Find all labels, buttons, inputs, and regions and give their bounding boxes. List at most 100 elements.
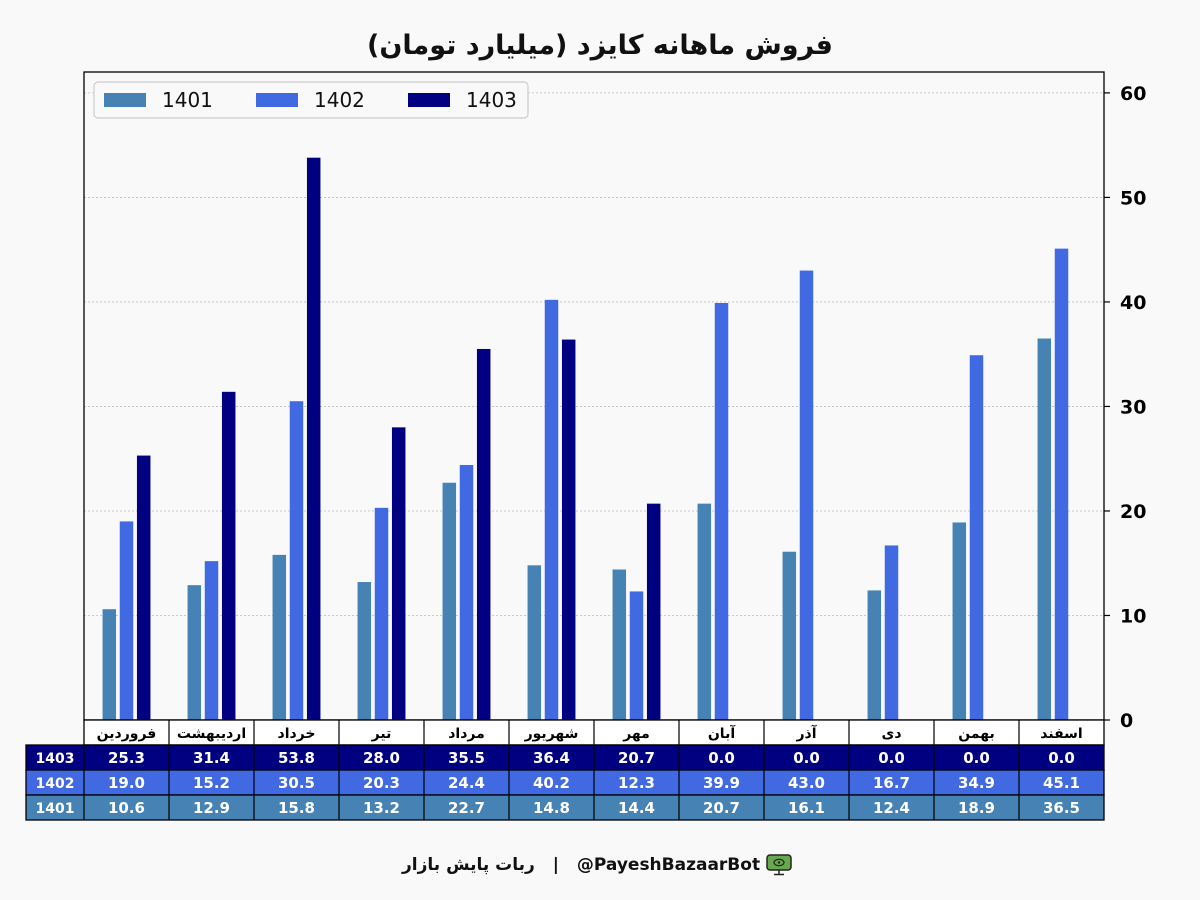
y-tick-label: 60 (1120, 83, 1146, 105)
table-category-label: فروردین (97, 726, 157, 742)
bar-1401-3 (357, 582, 372, 720)
bar-1401-7 (697, 503, 712, 720)
bar-1402-2 (289, 401, 304, 720)
table-value-1402-3: 20.3 (363, 774, 400, 792)
table-category-label: خرداد (278, 726, 316, 742)
bar-1402-9 (884, 545, 899, 720)
y-tick-label: 40 (1120, 292, 1146, 314)
bar-1401-0 (102, 609, 117, 720)
table-value-1403-8: 0.0 (793, 749, 820, 767)
table-category-label: مرداد (448, 726, 485, 742)
table-value-1402-2: 30.5 (278, 774, 315, 792)
table-value-1402-4: 24.4 (448, 774, 485, 792)
table-value-1402-6: 12.3 (618, 774, 655, 792)
bar-1402-8 (799, 270, 814, 720)
bar-1403-6 (646, 503, 661, 720)
legend-swatch-1402 (256, 93, 298, 107)
bar-1401-6 (612, 569, 627, 720)
legend-label-1401: 1401 (162, 88, 213, 112)
bar-1402-5 (544, 299, 559, 720)
footer-handle[interactable]: @PayeshBazaarBot (576, 855, 761, 875)
table-value-1403-5: 36.4 (533, 749, 570, 767)
table-value-1403-4: 35.5 (448, 749, 485, 767)
table-value-1402-11: 45.1 (1043, 774, 1080, 792)
table-category-label: اسفند (1040, 726, 1082, 742)
bar-1402-10 (969, 355, 984, 720)
table-value-1403-6: 20.7 (618, 749, 655, 767)
table-category-label: شهریور (524, 726, 579, 742)
bar-1402-11 (1054, 248, 1069, 720)
table-category-label: بهمن (958, 726, 994, 742)
table-value-1403-10: 0.0 (963, 749, 990, 767)
bar-1401-9 (867, 590, 882, 720)
robot-monitor-icon (766, 854, 792, 876)
chart-title: فروش ماهانه کایزد (میلیارد تومان) (367, 30, 833, 61)
table-category-label: دی (881, 726, 901, 742)
table-row-1403 (25, 744, 1105, 771)
bar-1402-0 (119, 521, 134, 720)
y-tick-label: 30 (1120, 396, 1146, 418)
plot-background (84, 72, 1104, 720)
bar-1401-5 (527, 565, 542, 720)
table-value-1401-10: 18.9 (958, 799, 995, 817)
table-value-1402-8: 43.0 (788, 774, 825, 792)
table-value-1403-1: 31.4 (193, 749, 230, 767)
bar-1402-4 (459, 464, 474, 720)
bar-1402-6 (629, 591, 644, 720)
bar-1402-3 (374, 507, 389, 720)
legend-label-1403: 1403 (466, 88, 517, 112)
table-value-1401-5: 14.8 (533, 799, 570, 817)
table-value-1401-8: 16.1 (788, 799, 825, 817)
table-category-label: اردیبهشت (177, 726, 246, 742)
footer-separator: | (552, 855, 559, 875)
table-value-1403-3: 28.0 (363, 749, 400, 767)
bar-1401-11 (1037, 338, 1052, 720)
table-value-1401-2: 15.8 (278, 799, 315, 817)
table-value-1401-0: 10.6 (108, 799, 145, 817)
bar-1401-2 (272, 554, 287, 720)
bar-1401-1 (187, 585, 202, 720)
legend-swatch-1401 (104, 93, 146, 107)
table-value-1401-11: 36.5 (1043, 799, 1080, 817)
table-value-1402-0: 19.0 (108, 774, 145, 792)
bar-1401-8 (782, 551, 797, 720)
table-value-1401-3: 13.2 (363, 799, 400, 817)
table-value-1401-1: 12.9 (193, 799, 230, 817)
footer: ربات پایش بازار | @PayeshBazaarBot (0, 854, 1200, 876)
table-value-1402-10: 34.9 (958, 774, 995, 792)
bar-1403-3 (391, 427, 406, 720)
table-value-1403-11: 0.0 (1048, 749, 1075, 767)
table-value-1401-6: 14.4 (618, 799, 655, 817)
table-value-1402-7: 39.9 (703, 774, 740, 792)
table-row-1401 (25, 794, 1105, 821)
y-tick-label: 10 (1120, 605, 1146, 627)
table-value-1403-0: 25.3 (108, 749, 145, 767)
table-value-1403-7: 0.0 (708, 749, 735, 767)
table-category-label: آبان (708, 724, 736, 742)
footer-brand: ربات پایش بازار (401, 855, 535, 875)
table-category-label: آذر (795, 724, 817, 742)
table-value-1401-7: 20.7 (703, 799, 740, 817)
legend-label-1402: 1402 (314, 88, 365, 112)
table-value-1403-2: 53.8 (278, 749, 315, 767)
y-tick-label: 50 (1120, 187, 1146, 209)
bar-1402-7 (714, 302, 729, 720)
table-value-1402-5: 40.2 (533, 774, 570, 792)
table-value-1401-4: 22.7 (448, 799, 485, 817)
table-value-1402-9: 16.7 (873, 774, 910, 792)
bar-1403-5 (561, 339, 576, 720)
table-value-1402-1: 15.2 (193, 774, 230, 792)
table-value-1403-9: 0.0 (878, 749, 905, 767)
table-value-1401-9: 12.4 (873, 799, 910, 817)
bar-1401-4 (442, 482, 457, 720)
bar-1403-4 (476, 348, 491, 720)
table-row-label: 1401 (36, 801, 75, 817)
bar-1403-1 (221, 391, 236, 720)
table-category-label: مهر (622, 726, 650, 742)
legend-box (93, 81, 529, 119)
table-row-label: 1402 (36, 776, 75, 792)
bar-1403-2 (306, 157, 321, 720)
table-row-1402 (25, 769, 1105, 796)
table-row-label: 1403 (36, 751, 75, 767)
